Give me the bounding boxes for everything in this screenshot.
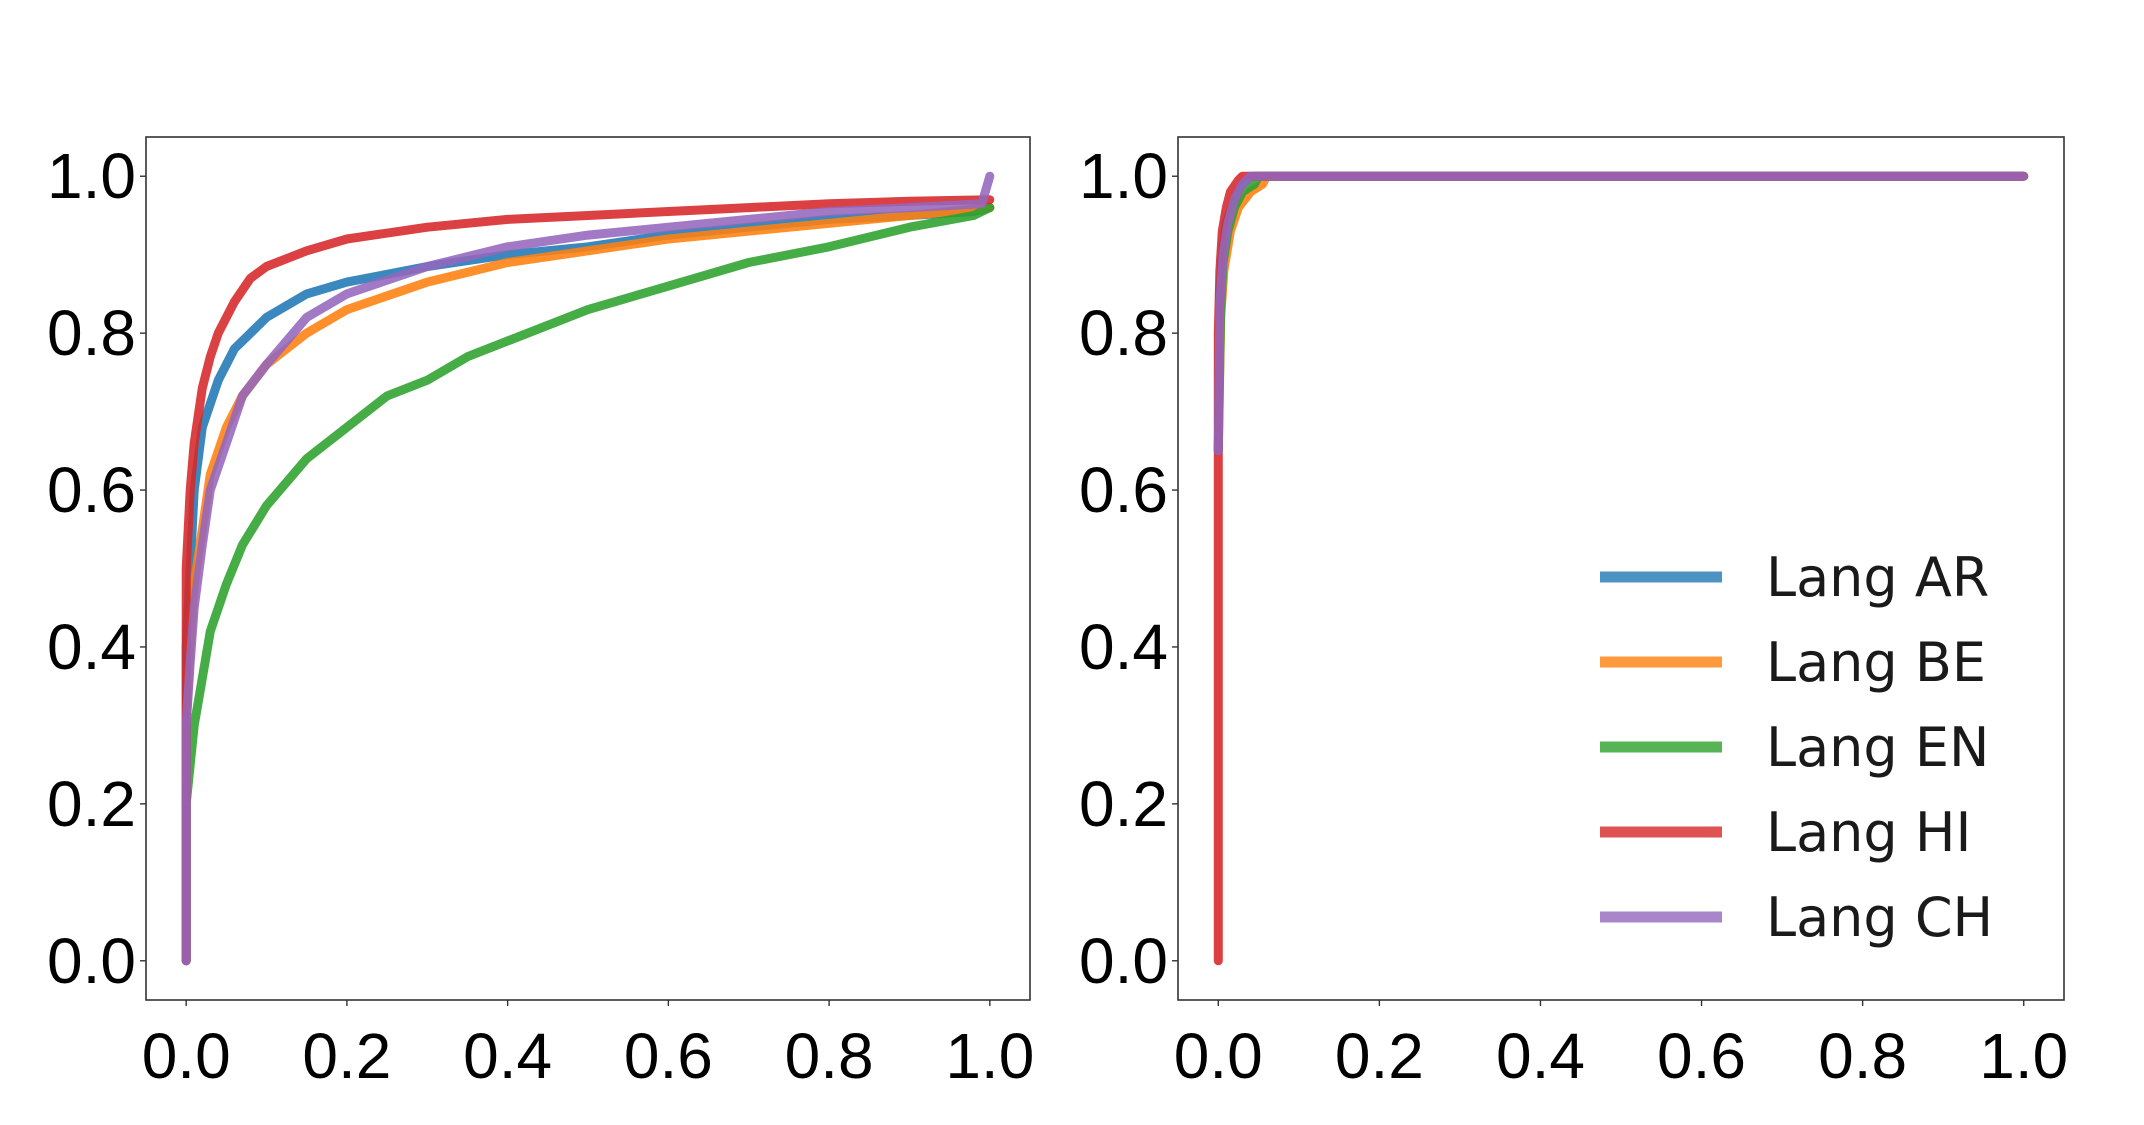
- x-tick-label: 0.6: [624, 1020, 713, 1092]
- legend-label: Lang AR: [1766, 546, 1989, 609]
- y-tick-label: 0.6: [47, 454, 136, 526]
- legend: Lang AR Lang BE Lang EN Lang HI Lang CH: [1600, 546, 1993, 949]
- x-tick-label: 1.0: [945, 1020, 1034, 1092]
- plot-frame: [145, 136, 1031, 1001]
- y-tick-label: 0.6: [1079, 454, 1168, 526]
- roc-curve-lang-en: [1213, 171, 2029, 456]
- x-tick-label: 0.2: [1335, 1020, 1424, 1092]
- x-tick-label: 0.4: [463, 1020, 552, 1092]
- roc-curve-lang-en: [181, 203, 995, 966]
- y-tick-label: 1.0: [1079, 140, 1168, 212]
- legend-label: Lang EN: [1766, 716, 1989, 779]
- right-roc-plot: 0.0 0.2 0.4 0.6 0.8 1.0 0.0 0.2 0.4 0.6 0.8 1.0 Lang…: [1079, 136, 2068, 1092]
- x-tick-label: 0.2: [302, 1020, 391, 1092]
- x-tick-label: 0.6: [1657, 1020, 1746, 1092]
- x-tick-label: 0.0: [142, 1020, 231, 1092]
- y-tick-label: 1.0: [47, 140, 136, 212]
- x-tick-label: 0.0: [1174, 1020, 1263, 1092]
- roc-curve-lang-ar: [1213, 171, 2029, 456]
- legend-label: Lang HI: [1766, 801, 1971, 864]
- x-tick-label: 0.4: [1496, 1020, 1585, 1092]
- y-tick-label: 0.2: [1079, 768, 1168, 840]
- plot-frame: [1177, 136, 2065, 1001]
- y-tick-label: 0.0: [47, 925, 136, 997]
- y-tick-label: 0.2: [47, 768, 136, 840]
- roc-curve-lang-hi: [181, 195, 995, 966]
- roc-curve-lang-be: [1213, 171, 2029, 456]
- y-tick-label: 0.8: [47, 297, 136, 369]
- y-tick-label: 0.0: [1079, 925, 1168, 997]
- y-tick-label: 0.4: [47, 611, 136, 683]
- roc-curve-lang-ch: [1213, 171, 2029, 456]
- x-tick-label: 1.0: [1979, 1020, 2068, 1092]
- legend-label: Lang BE: [1766, 631, 1986, 694]
- legend-label: Lang CH: [1766, 886, 1993, 949]
- x-tick-label: 0.8: [1818, 1020, 1907, 1092]
- roc-curve-lang-ch: [181, 171, 995, 966]
- x-tick-label: 0.8: [785, 1020, 874, 1092]
- left-roc-plot: 0.0 0.2 0.4 0.6 0.8 1.0 0.0 0.2 0.4 0.6 0.8 1.0: [47, 136, 1034, 1092]
- y-tick-label: 0.4: [1079, 611, 1168, 683]
- y-tick-label: 0.8: [1079, 297, 1168, 369]
